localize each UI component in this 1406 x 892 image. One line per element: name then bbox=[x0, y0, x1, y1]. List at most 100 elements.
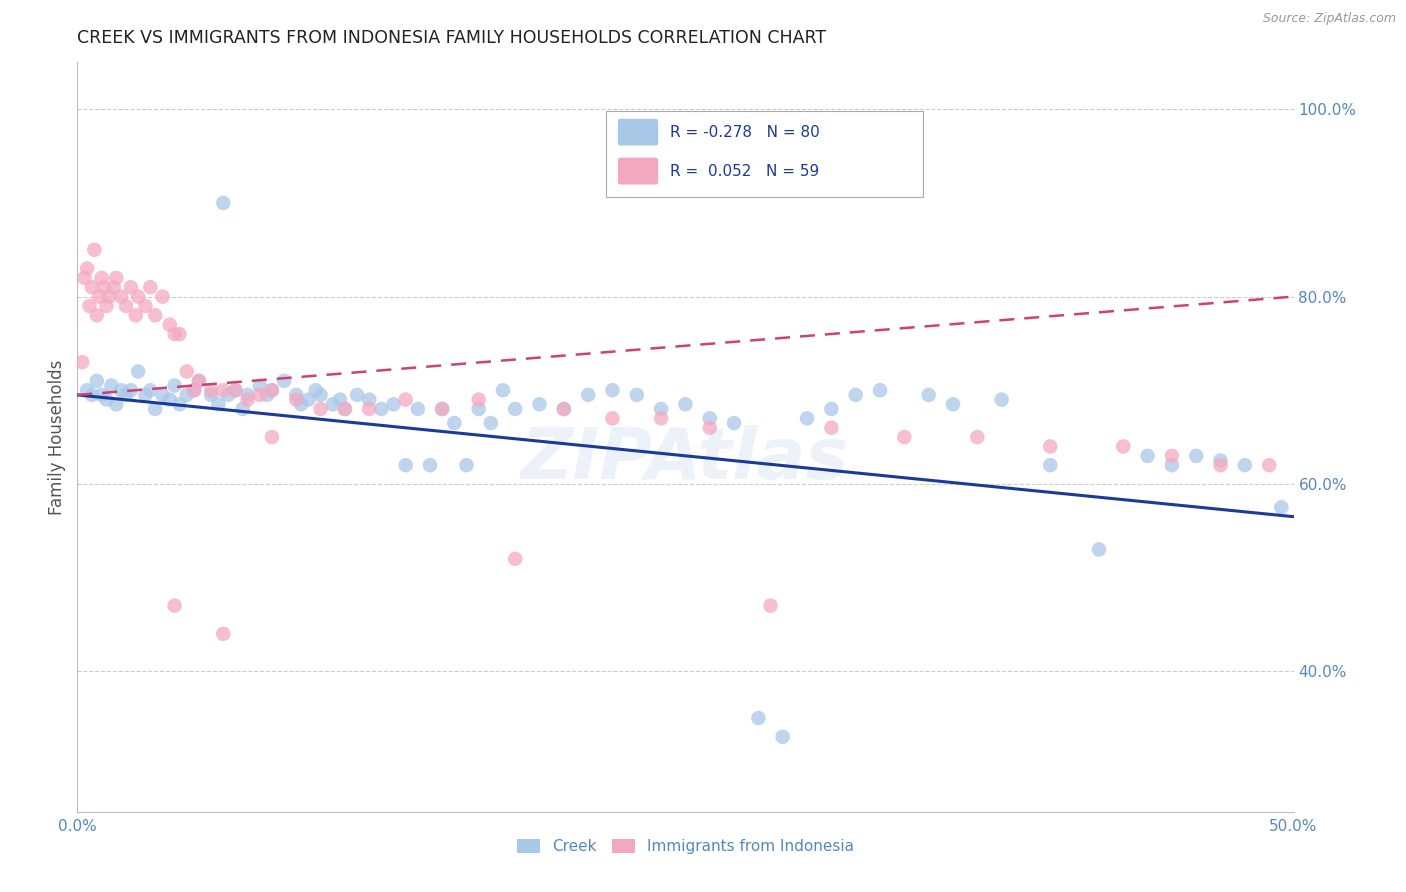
Text: R =  0.052   N = 59: R = 0.052 N = 59 bbox=[669, 163, 818, 178]
Point bbox=[285, 388, 308, 402]
Point bbox=[346, 388, 368, 402]
Point bbox=[1209, 458, 1232, 473]
Point bbox=[83, 243, 105, 257]
Point bbox=[143, 308, 166, 322]
Point bbox=[285, 392, 308, 407]
Point bbox=[97, 289, 120, 303]
Point bbox=[723, 416, 745, 430]
Point bbox=[430, 401, 453, 416]
Point bbox=[260, 430, 283, 444]
Point bbox=[73, 271, 96, 285]
Point bbox=[256, 388, 278, 402]
Point bbox=[297, 392, 319, 407]
Text: R = -0.278   N = 80: R = -0.278 N = 80 bbox=[669, 125, 820, 140]
Point bbox=[329, 392, 352, 407]
Point bbox=[236, 388, 259, 402]
Point bbox=[966, 430, 988, 444]
Point bbox=[134, 299, 156, 313]
Point bbox=[942, 397, 965, 411]
Point bbox=[382, 397, 405, 411]
Point bbox=[492, 384, 515, 398]
Point bbox=[86, 374, 108, 388]
Point bbox=[217, 388, 239, 402]
Point bbox=[1270, 500, 1292, 515]
Point bbox=[395, 392, 418, 407]
Point bbox=[70, 355, 93, 369]
Point bbox=[105, 397, 128, 411]
Point bbox=[176, 388, 198, 402]
Point bbox=[125, 308, 148, 322]
Point bbox=[236, 392, 259, 407]
Point bbox=[1161, 458, 1184, 473]
Point bbox=[576, 388, 599, 402]
Text: ZIPAtlas: ZIPAtlas bbox=[522, 425, 849, 494]
Point bbox=[467, 392, 489, 407]
Point bbox=[89, 289, 111, 303]
Point bbox=[80, 388, 103, 402]
Point bbox=[90, 271, 112, 285]
Point bbox=[139, 280, 162, 294]
Point bbox=[333, 401, 356, 416]
Point bbox=[152, 289, 174, 303]
Point bbox=[290, 397, 312, 411]
Point bbox=[115, 299, 138, 313]
Point bbox=[1112, 440, 1135, 453]
Y-axis label: Family Households: Family Households bbox=[48, 359, 66, 515]
Point bbox=[1088, 542, 1111, 557]
Point bbox=[96, 392, 118, 407]
Point bbox=[1258, 458, 1281, 473]
Point bbox=[224, 384, 246, 398]
Text: CREEK VS IMMIGRANTS FROM INDONESIA FAMILY HOUSEHOLDS CORRELATION CHART: CREEK VS IMMIGRANTS FROM INDONESIA FAMIL… bbox=[77, 29, 827, 47]
Point bbox=[359, 392, 381, 407]
Point bbox=[699, 411, 721, 425]
Point bbox=[169, 397, 191, 411]
Point bbox=[759, 599, 782, 613]
Point bbox=[419, 458, 441, 473]
Point bbox=[103, 280, 125, 294]
Point bbox=[120, 280, 142, 294]
Point bbox=[796, 411, 818, 425]
Point bbox=[309, 401, 332, 416]
FancyBboxPatch shape bbox=[606, 112, 922, 197]
Point bbox=[143, 401, 166, 416]
Point bbox=[1185, 449, 1208, 463]
Point bbox=[395, 458, 418, 473]
FancyBboxPatch shape bbox=[619, 120, 658, 145]
Point bbox=[79, 299, 101, 313]
Point bbox=[80, 280, 103, 294]
Point bbox=[650, 411, 672, 425]
Point bbox=[529, 397, 551, 411]
Point bbox=[76, 261, 98, 276]
Point bbox=[503, 551, 526, 566]
Point bbox=[159, 318, 181, 332]
Point bbox=[200, 388, 222, 402]
Point bbox=[479, 416, 502, 430]
FancyBboxPatch shape bbox=[619, 159, 658, 184]
Point bbox=[430, 401, 453, 416]
Point bbox=[443, 416, 465, 430]
Point bbox=[845, 388, 868, 402]
Point bbox=[456, 458, 478, 473]
Point bbox=[675, 397, 697, 411]
Point bbox=[105, 271, 128, 285]
Point bbox=[1209, 453, 1232, 467]
Point bbox=[169, 326, 191, 341]
Point bbox=[747, 711, 769, 725]
Point bbox=[1136, 449, 1159, 463]
Point bbox=[176, 365, 198, 379]
Point bbox=[86, 308, 108, 322]
Point bbox=[602, 411, 624, 425]
Point bbox=[224, 384, 246, 398]
Point bbox=[820, 401, 842, 416]
Point bbox=[650, 401, 672, 416]
Point bbox=[100, 378, 122, 392]
Point bbox=[503, 401, 526, 416]
Point bbox=[1039, 458, 1062, 473]
Point bbox=[163, 378, 186, 392]
Point bbox=[626, 388, 648, 402]
Point bbox=[370, 401, 392, 416]
Point bbox=[115, 388, 138, 402]
Point bbox=[127, 365, 149, 379]
Point bbox=[110, 289, 132, 303]
Point bbox=[305, 384, 328, 398]
